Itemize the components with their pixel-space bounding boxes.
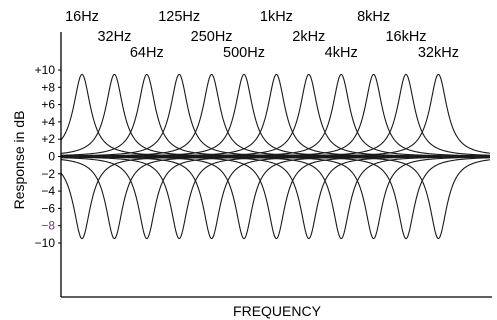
x-axis-title: FREQUENCY bbox=[233, 303, 322, 319]
y-tick-label: +10 bbox=[35, 63, 56, 77]
band-label-32Hz: 32Hz bbox=[97, 29, 131, 45]
y-tick-label: +6 bbox=[41, 98, 55, 112]
band-label-32kHz: 32kHz bbox=[418, 45, 459, 61]
y-tick-label: −8 bbox=[41, 219, 55, 233]
y-tick-label: +2 bbox=[41, 132, 55, 146]
band-label-125Hz: 125Hz bbox=[158, 9, 200, 25]
band-label-1kHz: 1kHz bbox=[260, 9, 293, 25]
band-label-250Hz: 250Hz bbox=[191, 29, 233, 45]
y-tick-label: −4 bbox=[41, 184, 55, 198]
cut-curve-32Hz bbox=[60, 156, 490, 240]
y-tick-label: −10 bbox=[35, 236, 56, 250]
y-tick-label: +8 bbox=[41, 80, 55, 94]
y-tick-label: +4 bbox=[41, 115, 55, 129]
y-tick-label: −2 bbox=[41, 167, 55, 181]
band-label-16kHz: 16kHz bbox=[385, 29, 426, 45]
cut-curve-32kHz bbox=[61, 156, 491, 240]
boost-curve-32Hz bbox=[60, 73, 490, 157]
band-label-64Hz: 64Hz bbox=[130, 45, 164, 61]
band-label-8kHz: 8kHz bbox=[357, 9, 390, 25]
y-axis-title: Response in dB bbox=[11, 111, 27, 210]
band-label-4kHz: 4kHz bbox=[325, 45, 358, 61]
band-label-2kHz: 2kHz bbox=[292, 29, 325, 45]
band-label-500Hz: 500Hz bbox=[223, 45, 265, 61]
y-tick-label: −6 bbox=[41, 201, 55, 215]
band-label-16Hz: 16Hz bbox=[65, 9, 99, 25]
response-curves bbox=[60, 73, 491, 240]
y-tick-labels: +10 +8 +6 +4 +2 0 −2 −4 −6 −8 −10 bbox=[35, 63, 61, 250]
y-tick-label: 0 bbox=[48, 150, 55, 164]
